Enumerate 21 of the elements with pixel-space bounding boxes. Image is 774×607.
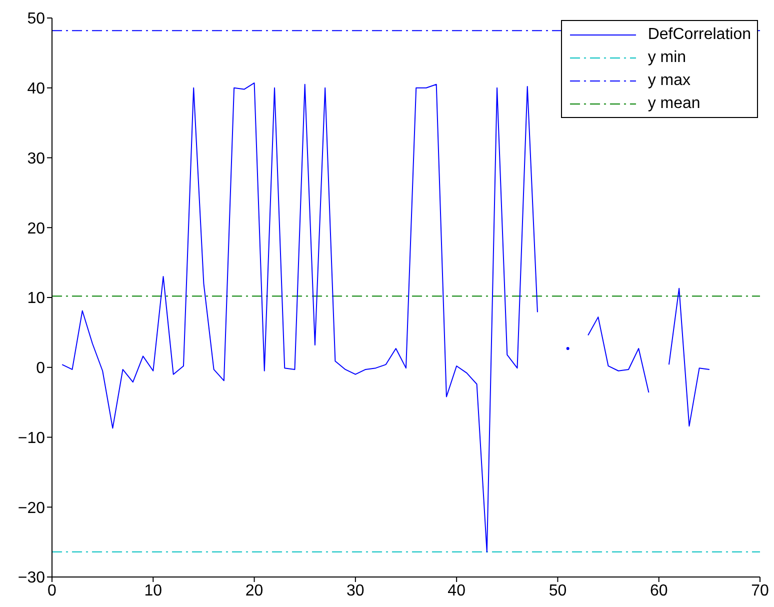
y-tick-label: 20 — [27, 220, 46, 238]
legend-label: DefCorrelation — [648, 25, 751, 45]
x-tick-label: 20 — [245, 582, 264, 600]
x-tick-label: 10 — [144, 582, 162, 600]
y-tick-label: −10 — [18, 430, 46, 447]
y-tick-label: 50 — [27, 10, 46, 28]
y-tick-label: −20 — [18, 500, 46, 517]
x-tick-label: 60 — [650, 582, 668, 600]
y-tick-label: 30 — [27, 150, 46, 168]
legend-label: y mean — [648, 94, 700, 114]
y-tick-label: −30 — [18, 570, 46, 587]
x-tick-label: 50 — [548, 582, 567, 600]
legend-label: y max — [648, 71, 691, 91]
y-tick-label: 10 — [27, 290, 46, 308]
x-tick-label: 0 — [48, 582, 57, 600]
y-tick-label: 0 — [36, 360, 46, 378]
legend-label: y min — [648, 48, 686, 68]
x-tick-label: 40 — [448, 582, 466, 600]
x-tick-label: 70 — [751, 582, 769, 600]
x-tick-label: 30 — [346, 582, 364, 600]
y-tick-label: 40 — [27, 80, 46, 98]
